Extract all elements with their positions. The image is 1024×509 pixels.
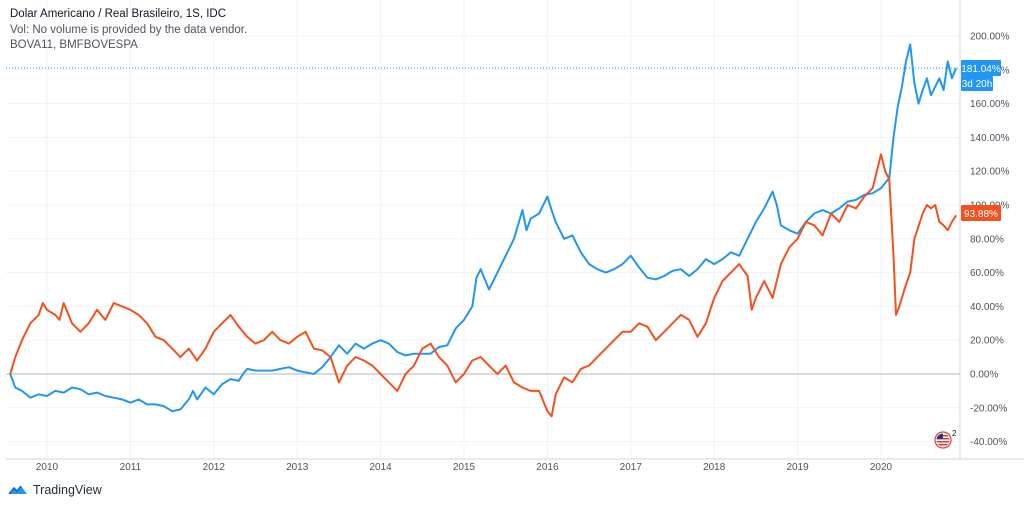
x-tick-label: 2014 [369, 462, 392, 473]
countdown-label: 3d 20h [962, 79, 993, 90]
y-tick-label: 80.00% [970, 234, 1004, 245]
us-flag-icon: 2 [934, 429, 957, 449]
x-tick-label: 2020 [870, 462, 893, 473]
x-tick-label: 2019 [786, 462, 809, 473]
y-tick-label: 60.00% [970, 268, 1004, 279]
x-tick-label: 2018 [703, 462, 726, 473]
events-count: 2 [952, 429, 957, 438]
y-tick-label: -40.00% [970, 437, 1007, 448]
bova11-series-line[interactable] [9, 153, 957, 418]
x-tick-label: 2010 [36, 462, 59, 473]
usd-brl-value-label: 181.04% [961, 64, 1001, 75]
x-tick-label: 2015 [453, 462, 476, 473]
legend-symbol-title[interactable]: Dolar Americano / Real Brasileiro, 1S, I… [10, 8, 227, 20]
price-scale[interactable]: 200.00%180.00%160.00%140.00%120.00%100.0… [970, 32, 1010, 449]
y-tick-label: 140.00% [970, 133, 1010, 144]
tradingview-logo-icon [8, 485, 27, 495]
events-flag[interactable]: 2 [934, 429, 957, 449]
x-tick-label: 2013 [286, 462, 309, 473]
y-tick-label: -20.00% [970, 403, 1007, 414]
tradingview-brand[interactable]: TradingView [8, 483, 102, 497]
y-tick-label: 120.00% [970, 167, 1010, 178]
usd-brl-value-badge: 181.04% [961, 60, 1001, 76]
y-tick-label: 200.00% [970, 32, 1010, 43]
countdown-badge: 3d 20h [961, 76, 993, 91]
chart-legend: Dolar Americano / Real Brasileiro, 1S, I… [10, 7, 247, 54]
x-tick-label: 2012 [203, 462, 226, 473]
usd-brl-series-line[interactable] [9, 43, 958, 413]
brand-name: TradingView [33, 483, 102, 497]
time-scale[interactable]: 2010 2011 2012 2013 2014 2015 2016 2017 2018 2019… [36, 462, 893, 473]
y-tick-label: 160.00% [970, 99, 1010, 110]
bova11-value-badge: 93.88% [961, 205, 1001, 221]
y-tick-label: 40.00% [970, 302, 1004, 313]
y-tick-label: 0.00% [970, 370, 998, 381]
bova11-value-label: 93.88% [964, 209, 998, 220]
x-tick-label: 2016 [536, 462, 559, 473]
x-tick-label: 2017 [620, 462, 643, 473]
y-tick-label: 20.00% [970, 336, 1004, 347]
series-layer [9, 43, 958, 418]
x-tick-label: 2011 [120, 462, 142, 473]
legend-volume-note: Vol: No volume is provided by the data v… [10, 23, 248, 36]
legend-compare-symbol[interactable]: BOVA11, BMFBOVESPA [10, 39, 138, 51]
